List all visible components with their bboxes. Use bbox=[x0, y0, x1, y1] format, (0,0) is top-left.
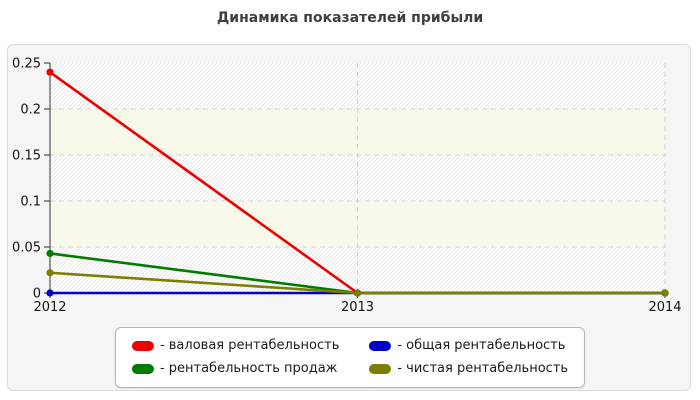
series-marker-3 bbox=[353, 289, 362, 297]
y-tick-label: 0 bbox=[33, 287, 41, 302]
y-tick-label: 0.1 bbox=[20, 195, 41, 210]
y-tick-label: 0.15 bbox=[12, 149, 41, 164]
legend-swatch-icon bbox=[131, 341, 154, 351]
y-tick-label: 0.25 bbox=[12, 57, 41, 72]
legend-label: - общая рентабельность bbox=[397, 338, 566, 353]
plot-background-hatch bbox=[50, 63, 665, 293]
legend-label: - чистая рентабельность bbox=[397, 361, 569, 376]
legend-item-1: - общая рентабельность bbox=[369, 336, 568, 356]
legend-label: - рентабельность продаж bbox=[159, 361, 338, 376]
y-tick-label: 0.05 bbox=[12, 241, 41, 256]
legend-swatch-icon bbox=[369, 341, 392, 351]
legend-item-2: - рентабельность продаж bbox=[131, 359, 339, 379]
x-tick-label: 2012 bbox=[33, 300, 66, 315]
series-marker-2 bbox=[46, 249, 54, 258]
x-tick-label: 2014 bbox=[648, 300, 681, 315]
series-marker-0 bbox=[46, 68, 54, 76]
chart-title: Динамика показателей прибыли bbox=[216, 10, 484, 26]
legend-item-0: - валовая рентабельность bbox=[131, 336, 340, 356]
series-marker-1 bbox=[46, 289, 54, 297]
x-tick-label: 2013 bbox=[341, 300, 374, 315]
series-marker-3 bbox=[661, 289, 669, 297]
series-marker-3 bbox=[46, 269, 54, 277]
legend-label: - валовая рентабельность bbox=[159, 338, 340, 353]
y-tick-label: 0.2 bbox=[20, 103, 41, 118]
legend-swatch-icon bbox=[369, 364, 392, 374]
legend-item-3: - чистая рентабельность bbox=[369, 359, 568, 379]
legend-swatch-icon bbox=[131, 364, 154, 374]
chart-legend: - валовая рентабельность - общая рентабел… bbox=[114, 327, 586, 388]
